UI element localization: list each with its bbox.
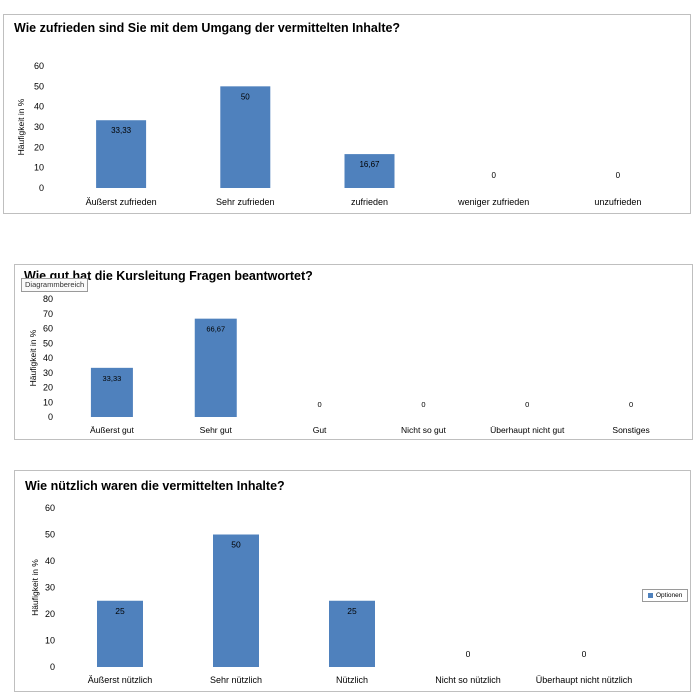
y-axis-label: Häufigkeit in % [28,329,38,386]
bar [97,600,143,667]
category-label: Sehr nützlich [210,675,262,685]
chart-panel-usefulness[interactable]: Wie nützlich waren die vermittelten Inha… [14,470,691,692]
category-label: Nicht so gut [401,425,447,435]
data-label: 25 [347,606,357,616]
data-label: 0 [491,171,496,180]
y-tick-label: 70 [43,309,53,319]
category-label: Äußerst gut [90,425,135,435]
chart-area-tooltip: Diagrammbereich [21,278,89,292]
bar [194,318,237,417]
legend-swatch [648,593,653,598]
y-tick-label: 60 [34,61,44,71]
bar-chart-satisfaction: 0 10 20 30 40 50 60 Häufigkeit in % 33,33 Äußerst… [16,61,641,207]
category-label: Nicht so nützlich [435,675,501,685]
data-label: 0 [421,400,425,409]
data-label: 50 [231,540,241,550]
y-tick-label: 20 [34,142,44,152]
data-label: 33,33 [103,374,122,383]
data-label: 50 [241,92,250,101]
y-tick-label: 30 [45,583,55,593]
y-tick-label: 50 [45,530,55,540]
data-label: 0 [582,649,587,659]
y-tick-label: 50 [43,338,53,348]
category-label: Sehr zufrieden [216,197,275,207]
data-label: 0 [525,400,529,409]
y-tick-label: 60 [45,503,55,513]
y-tick-label: 0 [39,183,44,193]
data-label: 25 [115,606,125,616]
y-tick-label: 80 [43,294,53,304]
category-label: weniger zufrieden [457,197,529,207]
data-label: 33,33 [111,126,132,135]
category-label: Sehr gut [200,425,233,435]
y-tick-label: 20 [45,609,55,619]
y-tick-label: 20 [43,383,53,393]
category-label: Äußerst zufrieden [86,197,157,207]
chart-title: Wie zufrieden sind Sie mit dem Umgang de… [14,21,401,35]
y-axis-label: Häufigkeit in % [30,559,40,616]
y-tick-label: 40 [45,556,55,566]
category-label: Überhaupt nicht nützlich [536,675,633,685]
data-label: 0 [466,649,471,659]
y-tick-label: 0 [50,662,55,672]
data-label: 0 [317,400,321,409]
y-tick-label: 0 [48,412,53,422]
bar [220,86,271,188]
y-tick-label: 50 [34,81,44,91]
category-label: Äußerst nützlich [88,675,153,685]
chart-legend[interactable]: Optionen [642,589,689,602]
y-tick-label: 60 [43,324,53,334]
bar-chart-usefulness: 0 10 20 30 40 50 60 Häufigkeit in % 25 Äußerst nü… [30,503,633,685]
bar [90,367,133,417]
chart-title: Wie gut hat die Kursleitung Fragen beant… [24,269,313,283]
category-label: Nützlich [336,675,368,685]
category-label: Sonstiges [612,425,649,435]
y-tick-label: 40 [34,102,44,112]
category-label: unzufrieden [594,197,641,207]
chart-panel-satisfaction[interactable]: Wie zufrieden sind Sie mit dem Umgang de… [3,14,691,214]
y-axis-label: Häufigkeit in % [16,98,26,155]
bar [344,154,395,188]
data-label: 0 [629,400,633,409]
bar [213,534,259,667]
data-label: 66,67 [206,325,225,334]
y-tick-label: 10 [45,636,55,646]
category-label: Überhaupt nicht gut [490,425,565,435]
category-label: zufrieden [351,197,388,207]
data-label: 0 [616,171,621,180]
chart-panel-questions[interactable]: Wie gut hat die Kursleitung Fragen beant… [14,264,693,440]
data-label: 16,67 [359,160,380,169]
bar-chart-questions: 0 10 20 30 40 50 60 70 80 Häufigkeit in % 33,33 Äuß… [28,294,650,435]
legend-label: Optionen [656,592,683,599]
y-tick-label: 30 [43,368,53,378]
bar [329,600,375,667]
y-tick-label: 10 [43,397,53,407]
y-tick-label: 40 [43,353,53,363]
chart-title: Wie nützlich waren die vermittelten Inha… [25,479,285,493]
category-label: Gut [313,425,327,435]
y-tick-label: 30 [34,122,44,132]
y-tick-label: 10 [34,163,44,173]
bar [96,120,147,188]
